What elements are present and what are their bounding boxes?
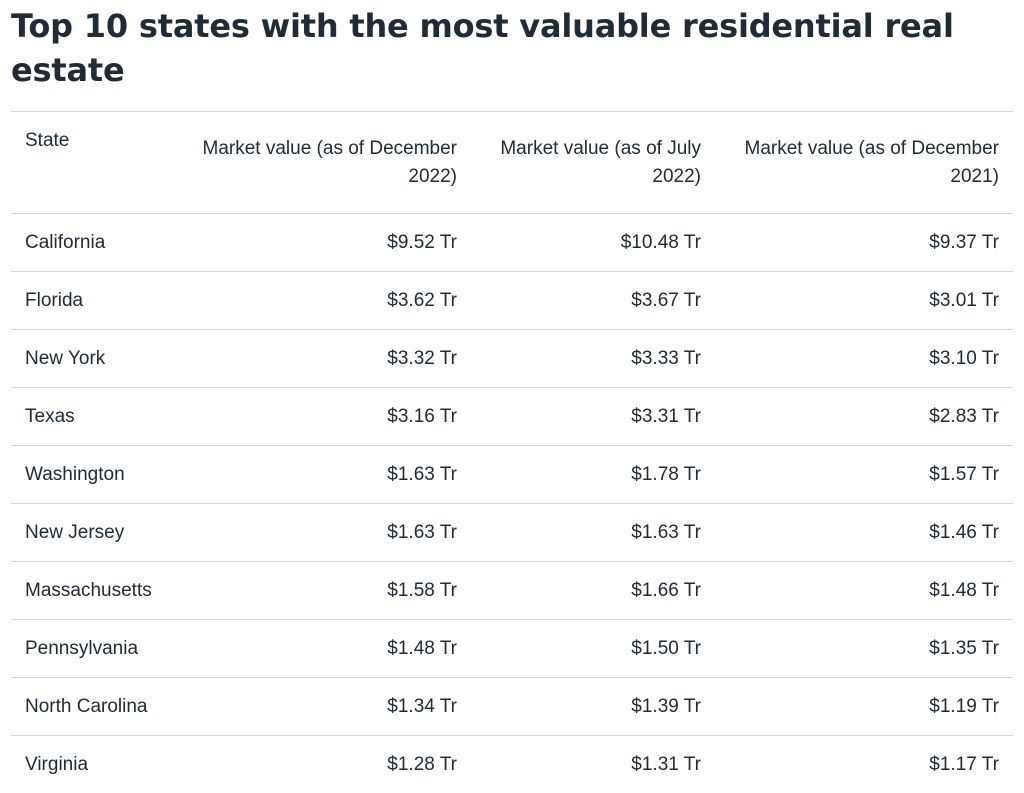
data-table: State Market value (as of December 2022)… bbox=[11, 111, 1013, 793]
column-header-dec-2021: Market value (as of December 2021) bbox=[715, 112, 1013, 214]
header-row: State Market value (as of December 2022)… bbox=[11, 112, 1013, 214]
cell-dec-2021: $1.19 Tr bbox=[715, 678, 1013, 736]
table-row: Florida$3.62 Tr$3.67 Tr$3.01 Tr bbox=[11, 272, 1013, 330]
table-header: State Market value (as of December 2022)… bbox=[11, 112, 1013, 214]
cell-jul-2022: $1.66 Tr bbox=[471, 562, 715, 620]
table-row: New York$3.32 Tr$3.33 Tr$3.10 Tr bbox=[11, 330, 1013, 388]
table-row: Texas$3.16 Tr$3.31 Tr$2.83 Tr bbox=[11, 388, 1013, 446]
cell-state: Texas bbox=[11, 388, 171, 446]
cell-jul-2022: $3.31 Tr bbox=[471, 388, 715, 446]
cell-dec-2021: $9.37 Tr bbox=[715, 214, 1013, 272]
table-row: New Jersey$1.63 Tr$1.63 Tr$1.46 Tr bbox=[11, 504, 1013, 562]
cell-dec-2022: $9.52 Tr bbox=[171, 214, 471, 272]
column-header-jul-2022: Market value (as of July 2022) bbox=[471, 112, 715, 214]
column-header-state: State bbox=[11, 112, 171, 214]
cell-dec-2021: $1.46 Tr bbox=[715, 504, 1013, 562]
cell-dec-2021: $3.10 Tr bbox=[715, 330, 1013, 388]
cell-jul-2022: $1.63 Tr bbox=[471, 504, 715, 562]
cell-dec-2022: $1.58 Tr bbox=[171, 562, 471, 620]
cell-dec-2022: $3.16 Tr bbox=[171, 388, 471, 446]
cell-jul-2022: $1.31 Tr bbox=[471, 736, 715, 793]
cell-jul-2022: $1.39 Tr bbox=[471, 678, 715, 736]
table-row: Pennsylvania$1.48 Tr$1.50 Tr$1.35 Tr bbox=[11, 620, 1013, 678]
cell-dec-2022: $1.63 Tr bbox=[171, 504, 471, 562]
cell-dec-2021: $2.83 Tr bbox=[715, 388, 1013, 446]
cell-state: Washington bbox=[11, 446, 171, 504]
cell-dec-2021: $1.57 Tr bbox=[715, 446, 1013, 504]
cell-dec-2022: $1.48 Tr bbox=[171, 620, 471, 678]
cell-dec-2021: $1.17 Tr bbox=[715, 736, 1013, 793]
column-header-dec-2022: Market value (as of December 2022) bbox=[171, 112, 471, 214]
data-table-container: State Market value (as of December 2022)… bbox=[11, 111, 1013, 793]
cell-jul-2022: $10.48 Tr bbox=[471, 214, 715, 272]
cell-state: California bbox=[11, 214, 171, 272]
cell-state: Virginia bbox=[11, 736, 171, 793]
cell-state: New York bbox=[11, 330, 171, 388]
cell-state: Pennsylvania bbox=[11, 620, 171, 678]
page-title: Top 10 states with the most valuable res… bbox=[11, 4, 1011, 92]
cell-dec-2022: $3.32 Tr bbox=[171, 330, 471, 388]
cell-dec-2022: $1.63 Tr bbox=[171, 446, 471, 504]
cell-dec-2022: $1.34 Tr bbox=[171, 678, 471, 736]
cell-dec-2021: $3.01 Tr bbox=[715, 272, 1013, 330]
table-row: Virginia$1.28 Tr$1.31 Tr$1.17 Tr bbox=[11, 736, 1013, 793]
cell-state: Florida bbox=[11, 272, 171, 330]
cell-jul-2022: $3.33 Tr bbox=[471, 330, 715, 388]
table-row: Massachusetts$1.58 Tr$1.66 Tr$1.48 Tr bbox=[11, 562, 1013, 620]
cell-state: Massachusetts bbox=[11, 562, 171, 620]
table-row: Washington$1.63 Tr$1.78 Tr$1.57 Tr bbox=[11, 446, 1013, 504]
cell-jul-2022: $1.50 Tr bbox=[471, 620, 715, 678]
cell-dec-2022: $3.62 Tr bbox=[171, 272, 471, 330]
cell-dec-2022: $1.28 Tr bbox=[171, 736, 471, 793]
cell-state: North Carolina bbox=[11, 678, 171, 736]
cell-jul-2022: $1.78 Tr bbox=[471, 446, 715, 504]
table-row: North Carolina$1.34 Tr$1.39 Tr$1.19 Tr bbox=[11, 678, 1013, 736]
cell-dec-2021: $1.48 Tr bbox=[715, 562, 1013, 620]
table-row: California$9.52 Tr$10.48 Tr$9.37 Tr bbox=[11, 214, 1013, 272]
cell-dec-2021: $1.35 Tr bbox=[715, 620, 1013, 678]
cell-state: New Jersey bbox=[11, 504, 171, 562]
cell-jul-2022: $3.67 Tr bbox=[471, 272, 715, 330]
